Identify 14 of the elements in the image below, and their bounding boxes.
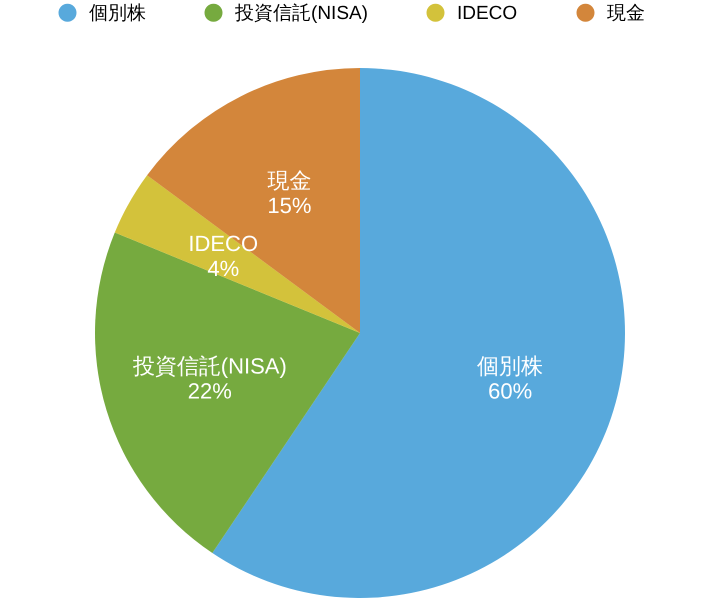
data-label: 22% (188, 378, 232, 404)
legend-label: 現金 (607, 2, 645, 24)
data-label: 60% (488, 378, 532, 404)
legend-label: 個別株 (89, 2, 146, 24)
data-label: 15% (267, 192, 312, 218)
slice-label: 現金 (267, 168, 312, 193)
data-label: 4% (207, 256, 240, 281)
slice-label: 個別株 (477, 354, 544, 379)
legend-label: IDECO (457, 2, 518, 24)
pie-slice (95, 232, 360, 554)
legend-label: 投資信託(NISA) (234, 2, 368, 24)
slice-label: IDECO (188, 230, 258, 256)
pie-slice (147, 68, 360, 333)
slice-label: 投資信託(NISA) (132, 354, 287, 379)
